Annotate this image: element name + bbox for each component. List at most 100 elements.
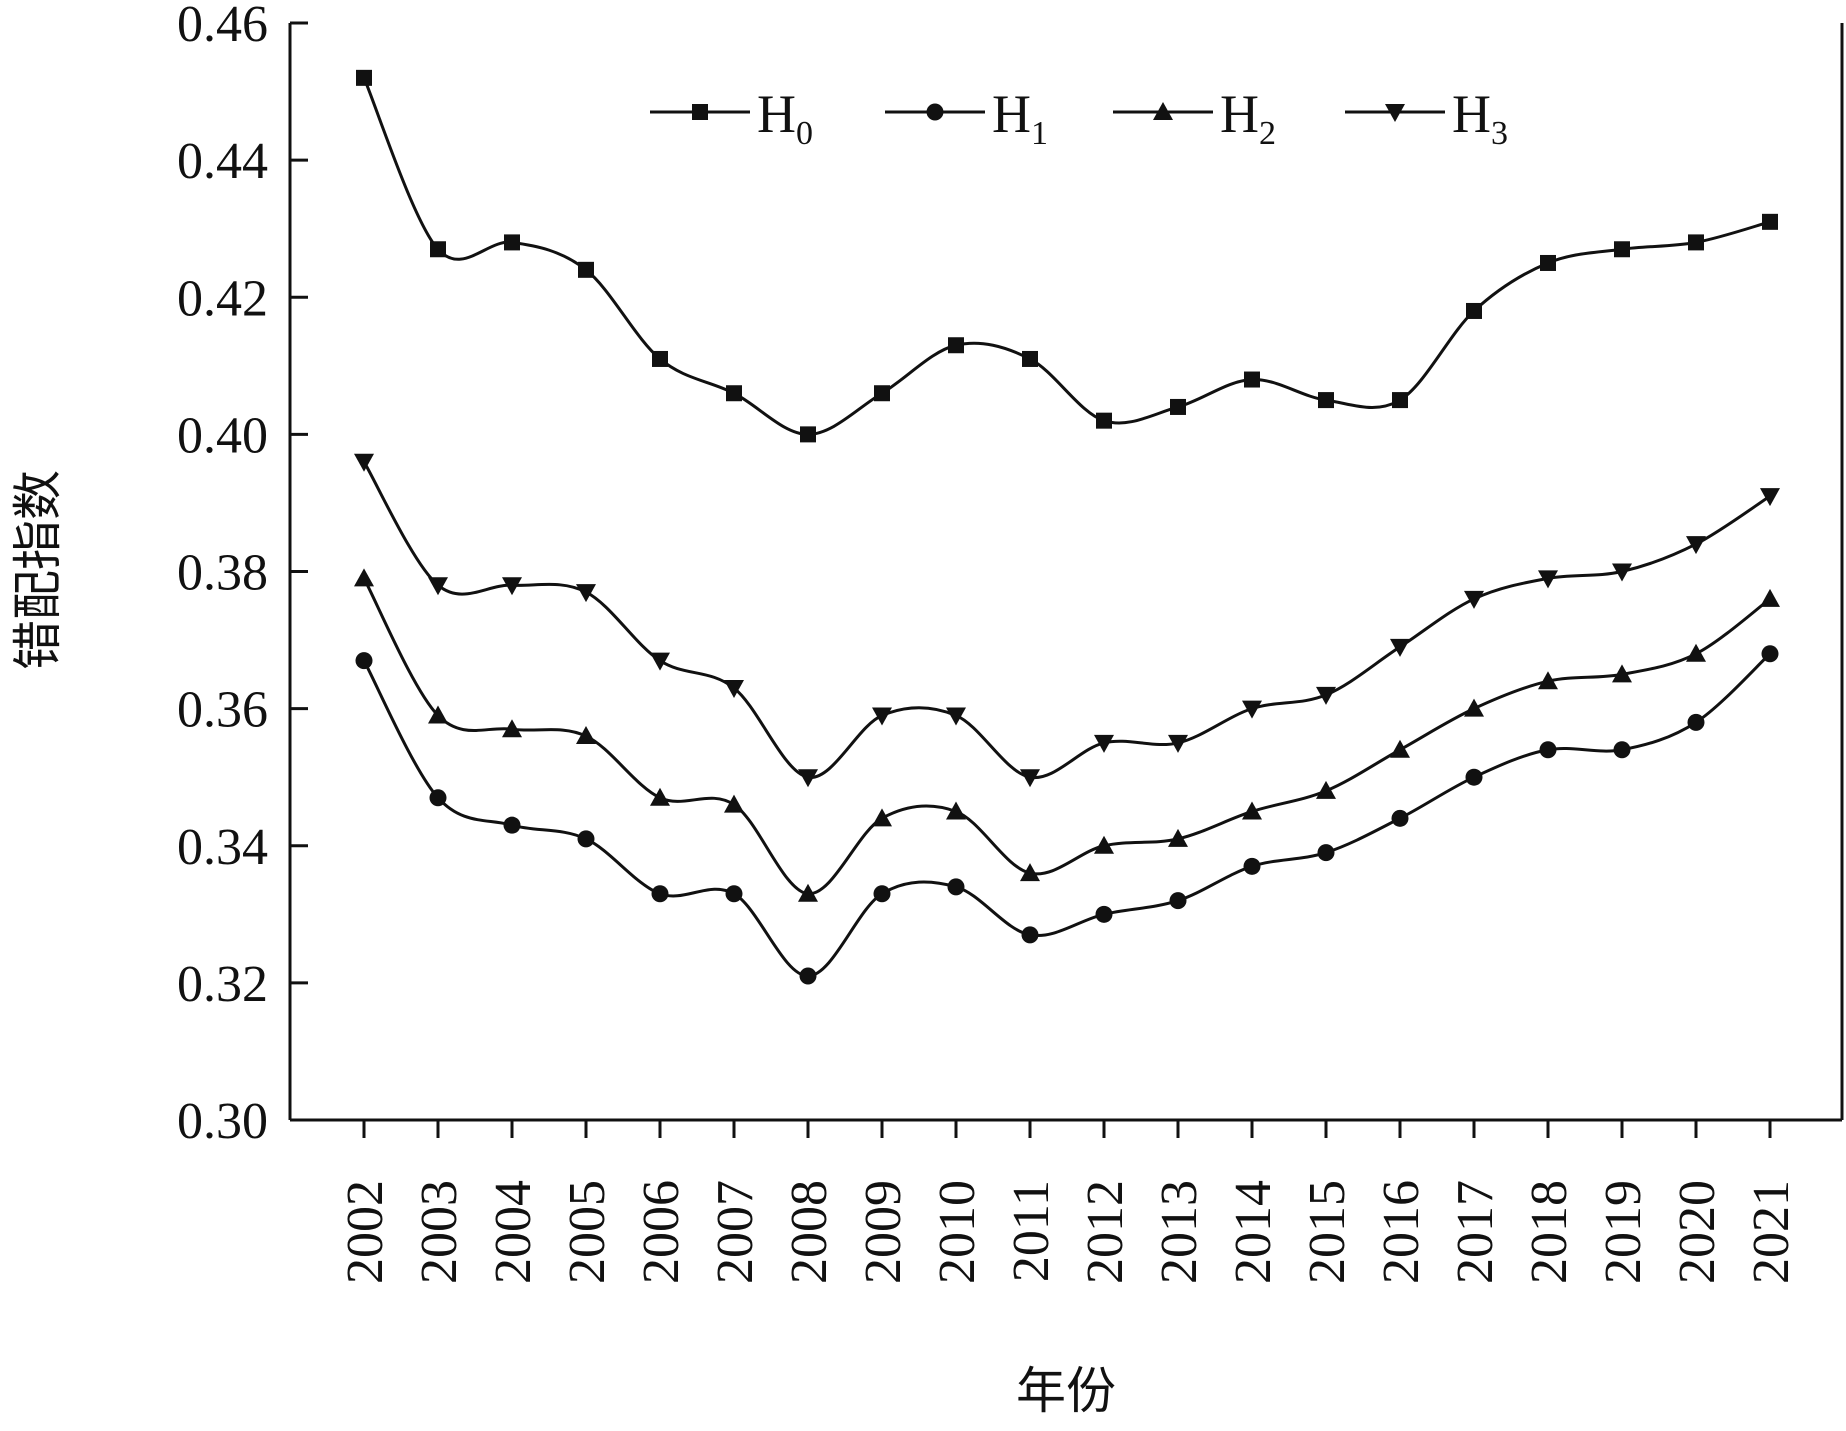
data-point-H3 (1760, 488, 1780, 507)
data-point-H1 (355, 652, 373, 670)
y-tick-label: 0.34 (177, 819, 268, 876)
data-point-H2 (1538, 671, 1558, 690)
data-point-H0 (948, 337, 964, 354)
legend-marker (1385, 104, 1405, 122)
x-tick-label: 2015 (1299, 1180, 1356, 1284)
legend-label: H3 (1452, 84, 1508, 152)
x-tick-label: 2021 (1743, 1180, 1800, 1284)
legend-label: H2 (1220, 84, 1276, 152)
data-point-H3 (724, 680, 744, 699)
data-point-H1 (947, 878, 965, 896)
x-tick-label: 2009 (855, 1180, 912, 1284)
data-point-H0 (652, 350, 668, 367)
y-tick-label: 0.46 (177, 0, 268, 53)
x-tick-label: 2007 (707, 1180, 764, 1284)
data-point-H1 (1539, 741, 1557, 759)
x-tick-label: 2019 (1595, 1180, 1652, 1284)
data-point-H1 (725, 885, 743, 903)
data-point-H0 (874, 385, 890, 402)
legend-label-subscript: 2 (1259, 115, 1276, 152)
legend-label: H0 (757, 84, 813, 152)
x-tick-label: 2002 (337, 1180, 394, 1284)
data-point-H1 (1687, 713, 1705, 731)
data-point-H3 (1612, 563, 1632, 582)
data-point-H2 (650, 787, 670, 806)
legend-label-main: H (992, 84, 1031, 144)
data-point-H3 (354, 453, 374, 472)
data-point-H1 (1317, 844, 1335, 862)
data-point-H1 (1465, 768, 1483, 786)
data-point-H3 (650, 652, 670, 671)
data-point-H0 (1614, 241, 1630, 258)
data-point-H2 (872, 808, 892, 827)
data-point-H0 (1022, 350, 1038, 367)
x-tick-label: 2013 (1151, 1180, 1208, 1284)
legend-marker (926, 103, 944, 121)
data-point-H2 (1242, 801, 1262, 820)
data-point-H0 (430, 241, 446, 258)
data-point-H1 (1391, 809, 1409, 827)
data-point-H2 (1686, 643, 1706, 662)
legend-label-subscript: 1 (1031, 115, 1048, 152)
data-point-H1 (1021, 926, 1039, 944)
data-point-H2 (428, 705, 448, 724)
data-point-H1 (651, 885, 669, 903)
y-tick-label: 0.38 (177, 545, 268, 602)
data-point-H1 (873, 885, 891, 903)
legend: H0 H1 H2 H3 (650, 84, 1508, 152)
data-point-H2 (1612, 664, 1632, 683)
data-point-H3 (798, 769, 818, 788)
data-point-H1 (1169, 892, 1187, 910)
data-point-H2 (1760, 588, 1780, 607)
data-point-H2 (946, 801, 966, 820)
x-tick-label: 2017 (1447, 1180, 1504, 1284)
x-tick-label: 2014 (1225, 1180, 1282, 1284)
data-point-H2 (1316, 780, 1336, 799)
data-point-H3 (1538, 570, 1558, 589)
data-point-H1 (1095, 905, 1113, 923)
series-lines (362, 77, 1772, 978)
data-point-H2 (1168, 828, 1188, 847)
data-point-H3 (1464, 590, 1484, 609)
legend-marker (692, 104, 708, 120)
data-point-H0 (726, 385, 742, 402)
data-point-H0 (1466, 302, 1482, 319)
data-point-H1 (1761, 645, 1779, 663)
data-point-H0 (1762, 213, 1778, 230)
y-tick-label: 0.32 (177, 956, 268, 1013)
data-point-H0 (356, 69, 372, 86)
data-point-H3 (576, 584, 596, 603)
x-tick-label: 2006 (633, 1180, 690, 1284)
legend-label-subscript: 0 (796, 115, 813, 152)
data-point-H3 (1390, 638, 1410, 657)
x-tick-label: 2020 (1669, 1180, 1726, 1284)
x-tick-label: 2011 (1003, 1180, 1060, 1282)
x-tick-label: 2012 (1077, 1180, 1134, 1284)
y-tick-label: 0.42 (177, 270, 268, 327)
axes-frame: 0.30 0.32 0.34 0.36 0.38 0.40 0.42 0.44 0.46 2002… (177, 0, 1844, 1284)
data-point-H2 (798, 883, 818, 902)
x-tick-label: 2018 (1521, 1180, 1578, 1284)
data-point-H2 (576, 726, 596, 745)
legend-label-subscript: 3 (1491, 115, 1508, 152)
data-point-H3 (428, 577, 448, 596)
legend-label-main: H (1452, 84, 1491, 144)
data-point-H3 (502, 577, 522, 596)
x-axis-title: 年份 (1016, 1362, 1116, 1420)
data-point-H2 (1020, 863, 1040, 882)
legend-label-main: H (757, 84, 796, 144)
data-point-H0 (1096, 412, 1112, 429)
data-point-H1 (429, 789, 447, 807)
data-point-H0 (578, 261, 594, 278)
x-tick-label: 2008 (781, 1180, 838, 1284)
data-point-H3 (1242, 700, 1262, 719)
data-point-H1 (503, 816, 521, 834)
data-point-H1 (1243, 857, 1261, 875)
y-tick-label: 0.40 (177, 407, 268, 464)
legend-label-main: H (1220, 84, 1259, 144)
y-tick-label: 0.30 (177, 1093, 268, 1150)
data-point-H3 (946, 707, 966, 726)
data-point-H2 (502, 719, 522, 738)
series-line-H2 (362, 577, 1771, 896)
